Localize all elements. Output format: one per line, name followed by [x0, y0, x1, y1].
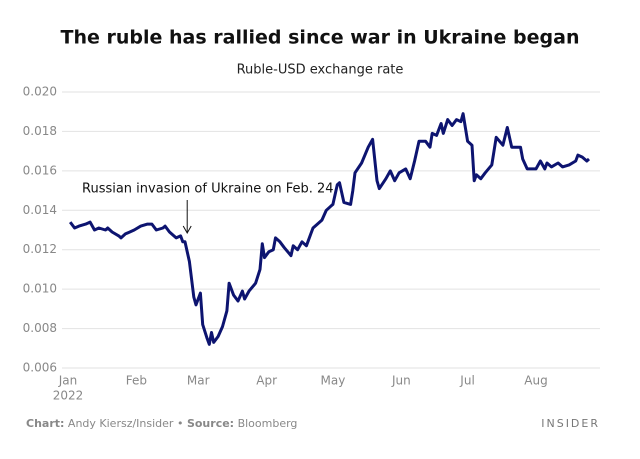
footer-source-label: Source:: [187, 417, 234, 430]
line: [68, 112, 591, 346]
y-tick-label: 0.014: [23, 203, 57, 217]
y-tick-label: 0.016: [23, 163, 57, 177]
footer-source-text: Bloomberg: [238, 417, 298, 430]
x-year-label: 2022: [53, 389, 84, 403]
brand: INSIDER: [541, 417, 600, 430]
footer-chart-text: Andy Kiersz/Insider: [68, 417, 174, 430]
x-tick-label: Feb: [126, 374, 147, 388]
x-tick-label: Jul: [459, 374, 474, 388]
y-tick-label: 0.012: [23, 242, 57, 256]
chart-title: The ruble has rallied since war in Ukrai…: [61, 27, 580, 49]
x-tick-label: Mar: [187, 374, 210, 388]
x-tick-label: Aug: [524, 374, 547, 388]
y-tick-label: 0.020: [23, 85, 57, 99]
footer: Chart: Andy Kiersz/Insider • Source: Blo…: [26, 417, 297, 430]
y-tick-label: 0.006: [23, 361, 57, 375]
chart-subtitle: Ruble-USD exchange rate: [237, 63, 404, 78]
y-tick-label: 0.008: [23, 321, 57, 335]
footer-sep: •: [177, 417, 184, 430]
y-tick-label: 0.010: [23, 282, 57, 296]
x-tick-label: May: [320, 374, 345, 388]
x-tick-label: Jan: [58, 374, 78, 388]
annotation-text: Russian invasion of Ukraine on Feb. 24: [82, 182, 334, 197]
footer-chart-label: Chart:: [26, 417, 64, 430]
y-tick-label: 0.018: [23, 124, 57, 138]
x-tick-label: Jun: [391, 374, 411, 388]
annotation-arrowhead: [182, 225, 192, 235]
x-tick-label: Apr: [256, 374, 277, 388]
